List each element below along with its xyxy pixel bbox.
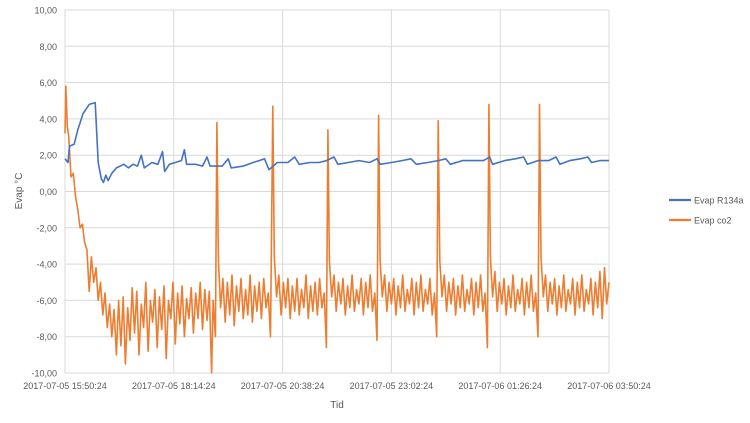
legend: Evap R134a Evap co2 [669, 196, 744, 226]
series-line-0 [64, 101, 609, 184]
series-lines [64, 85, 610, 374]
y-tick-label: 4,00 [39, 114, 57, 124]
series-line-1 [64, 85, 610, 374]
y-tick-label: -10,00 [31, 369, 57, 379]
y-tick-label: 8,00 [39, 42, 57, 52]
x-tick-label: 2017-07-06 03:50:24 [567, 381, 651, 391]
y-tick-label: -8,00 [36, 332, 57, 342]
y-tick-label: -6,00 [36, 296, 57, 306]
x-axis-title: Tid [330, 400, 344, 411]
y-tick-label: 6,00 [39, 78, 57, 88]
axes [64, 10, 609, 374]
x-tick-label: 2017-07-06 01:26:24 [458, 381, 542, 391]
y-tick-label: -2,00 [36, 223, 57, 233]
y-tick-label: 0,00 [39, 187, 57, 197]
x-tick-label: 2017-07-05 23:02:24 [350, 381, 434, 391]
x-tick-label: 2017-07-05 18:14:24 [132, 381, 216, 391]
y-tick-label: -4,00 [36, 260, 57, 270]
x-tick-label: 2017-07-05 15:50:24 [23, 381, 107, 391]
y-axis-title: Evap °C [14, 173, 25, 210]
y-tick-labels: 10,00 8,00 6,00 4,00 2,00 0,00 -2,00 -4,00 -6,00… [31, 6, 57, 379]
x-tick-label: 2017-07-05 20:38:24 [241, 381, 325, 391]
legend-label: Evap R134a [694, 196, 744, 206]
legend-label: Evap co2 [694, 216, 732, 226]
x-tick-labels: 2017-07-05 15:50:24 2017-07-05 18:14:24 20… [23, 381, 651, 391]
y-tick-label: 2,00 [39, 151, 57, 161]
y-tick-label: 10,00 [34, 6, 57, 16]
